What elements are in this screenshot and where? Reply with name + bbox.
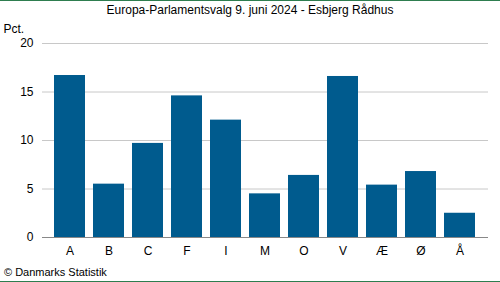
- svg-text:I: I: [224, 244, 227, 258]
- svg-text:5: 5: [27, 182, 34, 196]
- svg-text:20: 20: [20, 36, 34, 50]
- svg-text:Æ: Æ: [376, 244, 388, 258]
- svg-text:Å: Å: [456, 243, 464, 258]
- svg-text:V: V: [339, 244, 347, 258]
- svg-text:Pct.: Pct.: [4, 22, 25, 36]
- svg-text:O: O: [299, 244, 308, 258]
- svg-text:Ø: Ø: [416, 244, 425, 258]
- svg-text:B: B: [105, 244, 113, 258]
- svg-text:A: A: [66, 244, 74, 258]
- svg-text:F: F: [183, 244, 190, 258]
- svg-text:10: 10: [20, 133, 34, 147]
- html-text:© Danmarks Statistik: © Danmarks Statistik: [4, 266, 107, 278]
- svg-text:M: M: [260, 244, 270, 258]
- svg-text:15: 15: [20, 85, 34, 99]
- html-text:Europa-Parlamentsvalg 9. juni: Europa-Parlamentsvalg 9. juni 2024 - Esb…: [106, 3, 394, 17]
- svg-text:0: 0: [27, 230, 34, 244]
- svg-text:C: C: [144, 244, 153, 258]
